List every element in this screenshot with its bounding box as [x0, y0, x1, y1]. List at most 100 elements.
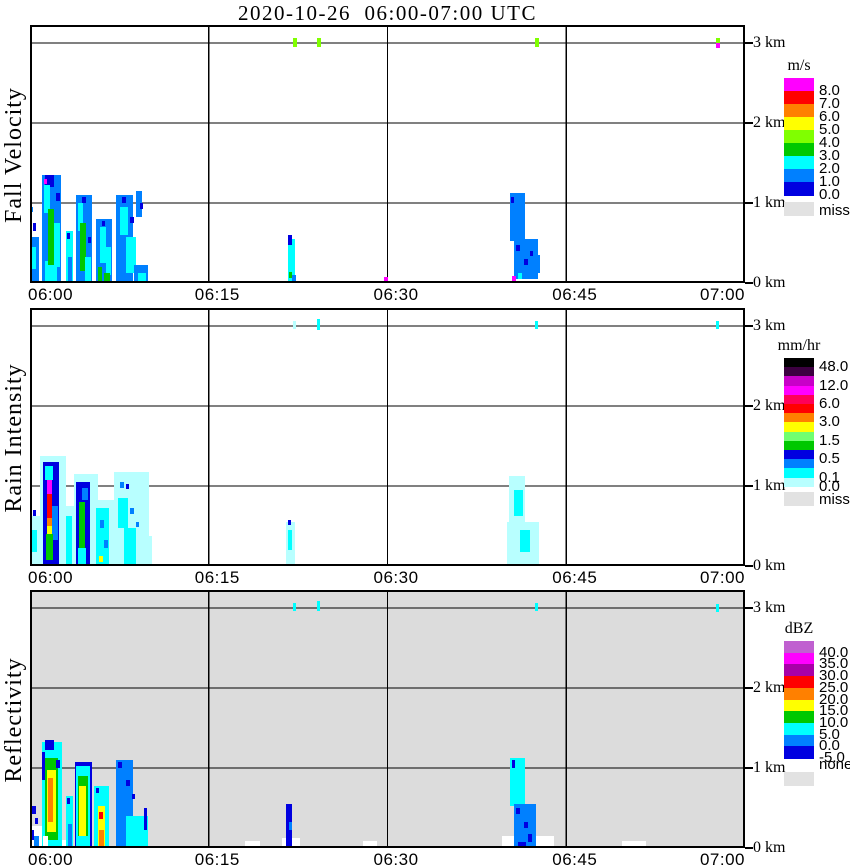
- colorbar-band: [784, 91, 814, 105]
- colorbar-band: [784, 376, 814, 387]
- ylabel-rain-intensity: Rain Intensity: [1, 363, 27, 513]
- x-tick-label-06:15: 06:15: [194, 285, 240, 304]
- colorbar-band: [784, 687, 814, 701]
- x-tick-label-06:00: 06:00: [28, 850, 74, 868]
- x-tick-label-06:30: 06:30: [373, 850, 419, 868]
- colorbar-band: [784, 711, 814, 724]
- y-tick-label-1km: 1 km: [753, 477, 786, 494]
- y-tick-label-0km: 0 km: [753, 839, 786, 856]
- colorbar-miss-label: miss: [819, 491, 850, 508]
- colorbar-tick-label: 0.0: [819, 477, 840, 495]
- colorbar-band: [784, 182, 814, 196]
- colorbar-tick-label: 7.0: [819, 95, 840, 112]
- y-tick-label-2km: 2 km: [753, 114, 786, 131]
- colorbar-band: [784, 358, 814, 368]
- fall-velocity-plot: [30, 25, 745, 283]
- colorbar-tick-label: 20.0: [819, 690, 849, 708]
- colorbar-miss-label: none: [819, 756, 850, 773]
- colorbar-band: [784, 459, 814, 469]
- ylabel-reflectivity: Reflectivity: [1, 657, 27, 783]
- colorbar-miss-swatch: [784, 492, 814, 506]
- y-tick-label-1km: 1 km: [753, 759, 786, 776]
- y-tick-label-2km: 2 km: [753, 679, 786, 696]
- colorbar-tick-label: 40.0: [819, 643, 849, 661]
- colorbar-band: [784, 468, 814, 479]
- ylabel-fall-velocity: Fall Velocity: [1, 87, 27, 223]
- colorbar-tick-label: 30.0: [819, 667, 849, 685]
- colorbar-tick-label: 5.0: [819, 121, 840, 138]
- x-tick-label-06:30: 06:30: [373, 285, 419, 304]
- colorbar-tick-label: 5.0: [819, 725, 840, 743]
- colorbar-tick-label: 35.0: [819, 655, 849, 673]
- y-tick-mark: [745, 485, 753, 487]
- colorbar-band: [784, 367, 814, 377]
- y-tick-label-0km: 0 km: [753, 274, 786, 291]
- y-tick-mark: [745, 42, 753, 44]
- colorbar-tick-label: 0.5: [819, 450, 840, 468]
- y-tick-label-3km: 3 km: [753, 599, 786, 616]
- x-tick-label-06:45: 06:45: [552, 285, 598, 304]
- y-tick-mark: [745, 565, 753, 567]
- colorbar-tick-label: 12.0: [819, 376, 849, 394]
- colorbar-band: [784, 422, 814, 433]
- colorbar-band: [784, 130, 814, 144]
- colorbar-tick-label: 10.0: [819, 713, 849, 731]
- colorbar-band: [784, 722, 814, 736]
- colorbar-band: [784, 676, 814, 689]
- colorbar-miss-swatch: [784, 772, 814, 786]
- y-tick-mark: [745, 767, 753, 769]
- y-tick-label-0km: 0 km: [753, 557, 786, 574]
- colorbar-tick-label: 6.0: [819, 395, 840, 412]
- colorbar-band: [784, 117, 814, 131]
- colorbar-tick-label: 2.0: [819, 160, 840, 177]
- colorbar-title-fall-velocity: m/s: [787, 57, 811, 74]
- y-tick-label-3km: 3 km: [753, 34, 786, 51]
- colorbar-band: [784, 394, 814, 405]
- colorbar-tick-label: 3.0: [819, 147, 840, 164]
- x-tick-label-06:00: 06:00: [28, 568, 74, 587]
- colorbar-tick-label: 15.0: [819, 702, 849, 720]
- colorbar-tick-label: 1.5: [819, 431, 840, 449]
- colorbar-tick-label: 1.0: [819, 173, 840, 190]
- colorbar-band: [784, 169, 814, 183]
- colorbar-band: [784, 413, 814, 423]
- y-tick-label-3km: 3 km: [753, 317, 786, 334]
- colorbar-band: [784, 652, 814, 665]
- x-tick-label-06:00: 06:00: [28, 285, 74, 304]
- x-tick-label-07:00: 07:00: [699, 568, 745, 587]
- colorbar-miss-label: miss: [819, 202, 850, 219]
- x-tick-label-07:00: 07:00: [699, 285, 745, 304]
- y-tick-mark: [745, 687, 753, 689]
- colorbar-tick-label: 48.0: [819, 358, 849, 376]
- colorbar-band: [784, 664, 814, 677]
- y-tick-mark: [745, 325, 753, 327]
- colorbar-tick-label: 0.0: [819, 186, 840, 203]
- y-tick-mark: [745, 202, 753, 204]
- x-tick-label-06:45: 06:45: [552, 850, 598, 868]
- figure-title: 2020-10-26 06:00-07:00 UTC: [238, 1, 537, 25]
- colorbar-band: [784, 477, 814, 488]
- y-tick-mark: [745, 122, 753, 124]
- y-tick-mark: [745, 847, 753, 849]
- colorbar-tick-label: 25.0: [819, 678, 849, 696]
- colorbar-band: [784, 143, 814, 157]
- colorbar-band: [784, 385, 814, 396]
- reflectivity-plot: [30, 590, 745, 848]
- colorbar-band: [784, 641, 814, 654]
- colorbar-band: [784, 404, 814, 414]
- colorbar-band: [784, 699, 814, 712]
- colorbar-band: [784, 104, 814, 118]
- colorbar-band: [784, 450, 814, 460]
- colorbar-band: [784, 156, 814, 170]
- colorbar-tick-label: 0.1: [819, 468, 840, 486]
- colorbar-tick-label: 0.0: [819, 737, 840, 755]
- colorbar-miss-swatch: [784, 202, 814, 216]
- colorbar-band: [784, 78, 814, 92]
- colorbar-band: [784, 431, 814, 442]
- x-tick-label-07:00: 07:00: [699, 850, 745, 868]
- y-tick-mark: [745, 282, 753, 284]
- y-tick-label-2km: 2 km: [753, 397, 786, 414]
- y-tick-label-1km: 1 km: [753, 194, 786, 211]
- colorbar-tick-label: 8.0: [819, 82, 840, 99]
